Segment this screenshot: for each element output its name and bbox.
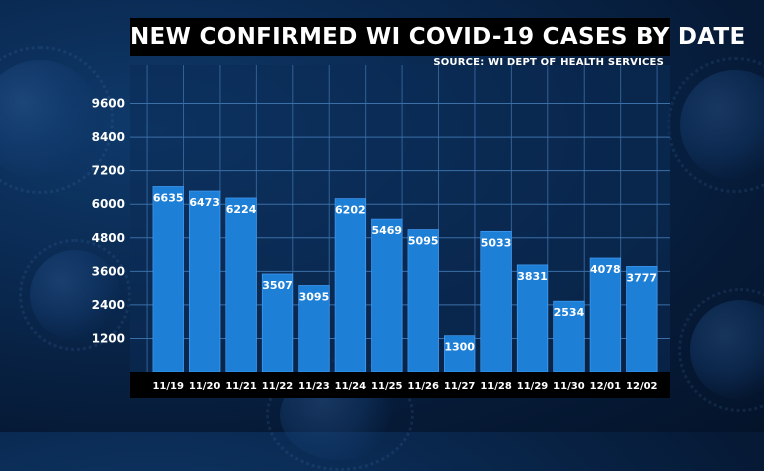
bar <box>407 229 439 373</box>
data-label: 1300 <box>444 341 475 354</box>
x-tick-label: 12/01 <box>590 381 622 392</box>
bar-chart: 6635 6473 6224 3507 3095 6202 5469 5095 1300 5033… <box>92 65 670 398</box>
data-label: 3095 <box>299 290 330 303</box>
x-tick-label: 11/19 <box>152 381 184 392</box>
chart-title: NEW CONFIRMED WI COVID-19 CASES BY DATE <box>130 18 745 56</box>
x-tick-label: 11/23 <box>298 381 330 392</box>
bar <box>189 190 221 373</box>
x-tick-label: 11/24 <box>335 381 367 392</box>
bar <box>334 198 366 373</box>
bar <box>516 264 549 373</box>
data-label: 2534 <box>554 306 585 319</box>
bar <box>261 273 294 373</box>
data-label: 6473 <box>189 196 220 209</box>
x-tick-label: 11/30 <box>553 381 585 392</box>
x-axis-band <box>130 372 670 398</box>
bars: 6635 6473 6224 3507 3095 6202 5469 5095 1300 5033… <box>152 186 658 373</box>
bar <box>371 218 403 373</box>
data-label: 5033 <box>481 236 512 249</box>
x-tick-label: 11/21 <box>225 381 257 392</box>
y-tick-label: 8400 <box>92 130 125 144</box>
virus-decoration <box>666 56 764 194</box>
data-label: 5469 <box>371 224 402 237</box>
x-tick-label: 11/28 <box>480 381 512 392</box>
x-tick-label: 11/20 <box>189 381 221 392</box>
data-label: 6635 <box>153 191 184 204</box>
y-tick-label: 3600 <box>92 264 125 278</box>
chart-subtitle: SOURCE: WI DEPT OF HEALTH SERVICES <box>433 57 664 68</box>
bar <box>298 285 330 373</box>
data-label: 6224 <box>226 203 257 216</box>
x-tick-label: 11/29 <box>517 381 549 392</box>
data-label: 3507 <box>262 279 293 292</box>
x-axis-ticks: 11/19 11/20 11/21 11/22 11/23 11/24 11/25 11/26… <box>152 381 657 392</box>
x-tick-label: 11/26 <box>407 381 439 392</box>
data-label: 6202 <box>335 204 366 217</box>
bar <box>480 230 512 373</box>
virus-decoration <box>0 45 115 195</box>
y-tick-label: 9600 <box>92 97 125 111</box>
y-tick-label: 4800 <box>92 231 125 245</box>
y-tick-label: 2400 <box>92 298 125 312</box>
bar <box>152 186 184 373</box>
y-tick-label: 7200 <box>92 164 125 178</box>
bar <box>444 335 476 373</box>
virus-decoration <box>678 288 764 412</box>
bar <box>626 266 658 373</box>
x-tick-label: 12/02 <box>626 381 658 392</box>
data-label: 3831 <box>517 270 548 283</box>
data-label: 4078 <box>590 263 621 276</box>
bar <box>225 197 257 373</box>
x-tick-label: 11/25 <box>371 381 403 392</box>
x-tick-label: 11/22 <box>262 381 294 392</box>
y-tick-label: 6000 <box>92 197 125 211</box>
y-tick-label: 1200 <box>92 331 125 345</box>
x-tick-label: 11/27 <box>444 381 476 392</box>
virus-decoration <box>19 239 131 351</box>
y-axis-ticks: 1200 2400 3600 4800 6000 7200 8400 9600 <box>92 97 125 346</box>
data-label: 5095 <box>408 235 439 248</box>
data-label: 3777 <box>626 271 657 284</box>
